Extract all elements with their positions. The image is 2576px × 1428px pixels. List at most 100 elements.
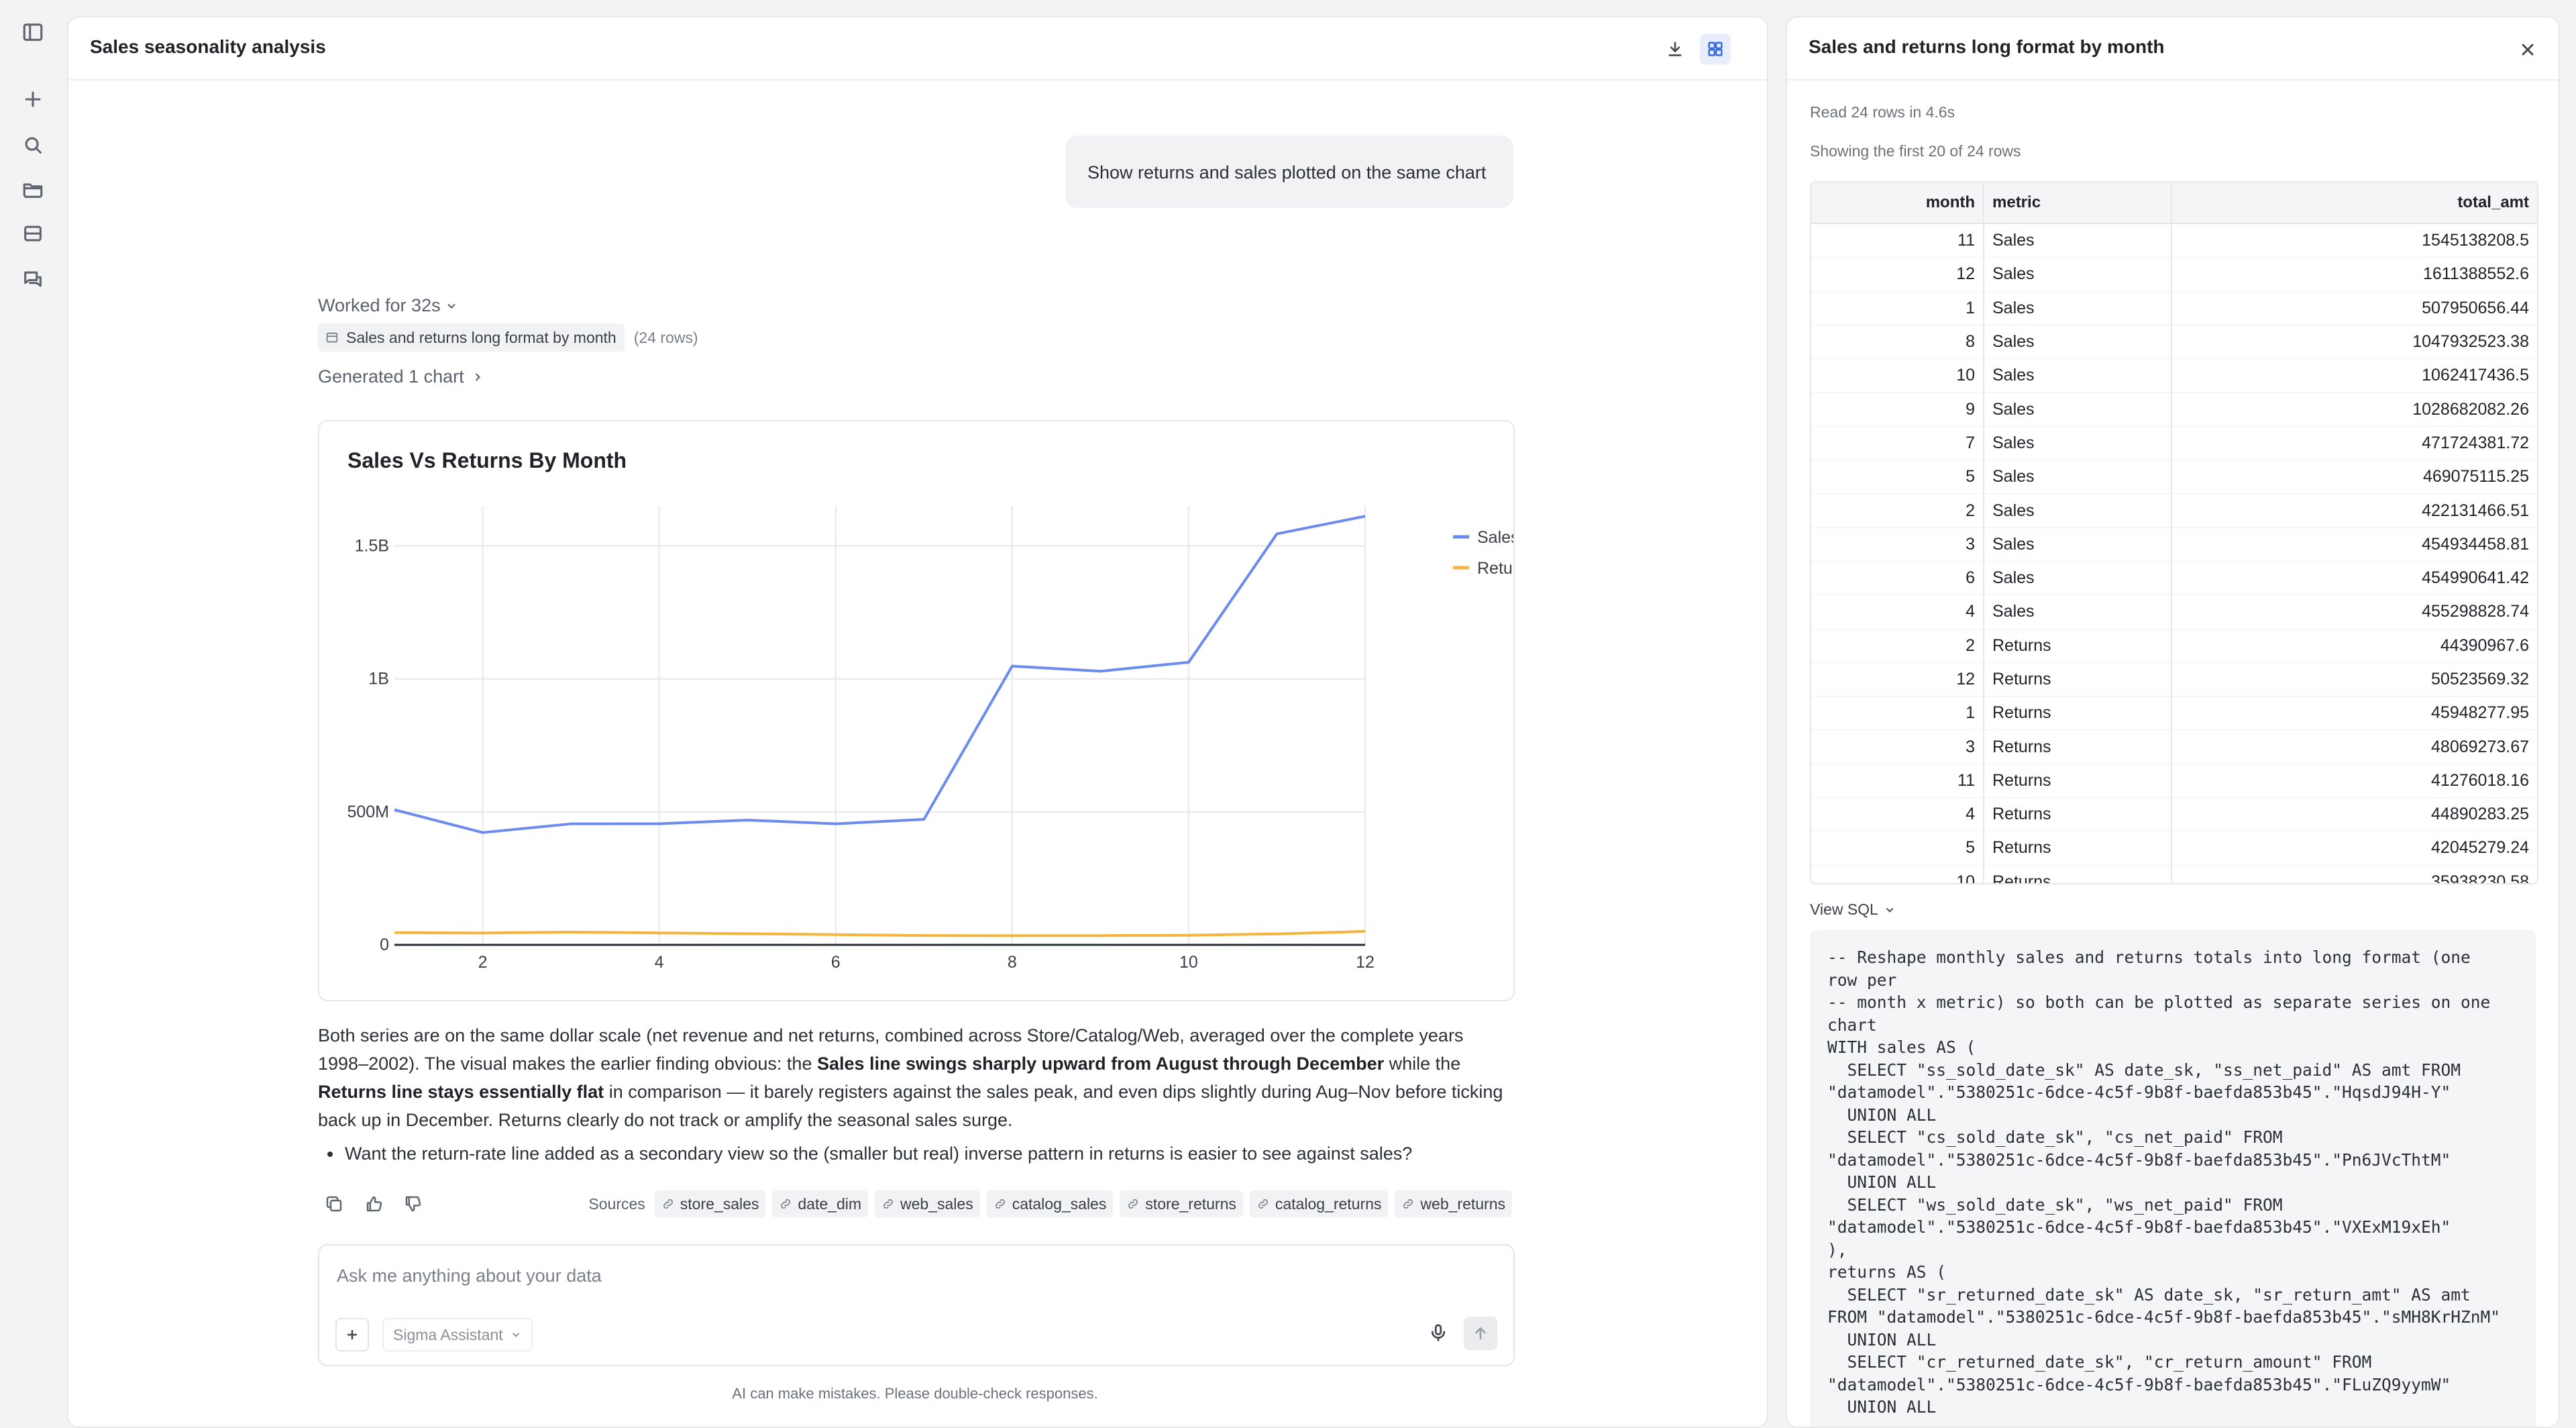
user-message: Show returns and sales plotted on the sa… [1065,136,1513,208]
table-row: 5 Sales 469075115.25 [1811,460,2537,495]
cell-month: 12 [1811,257,1984,292]
bullet-dot [327,1152,333,1157]
database-icon[interactable] [19,220,46,247]
cell-total-amt: 454990641.42 [2171,561,2537,596]
disclaimer: AI can make mistakes. Please double-chec… [732,1385,1098,1402]
cell-month: 9 [1811,392,1984,427]
cell-metric: Sales [1984,460,2172,495]
column-header-month[interactable]: month [1811,183,1984,224]
cell-month: 3 [1811,527,1984,562]
view-sql-label: View SQL [1810,901,1878,918]
y-tick-label: 0 [380,935,389,954]
cell-month: 10 [1811,358,1984,393]
cell-total-amt: 455298828.74 [2171,595,2537,629]
column-header-metric[interactable]: metric [1984,183,2172,224]
table-row: 2 Returns 44390967.6 [1811,629,2537,663]
assistant-select-label: Sigma Assistant [393,1325,503,1343]
table-row: 10 Returns 35938230.58 [1811,865,2537,883]
close-button[interactable] [2514,36,2541,63]
cell-metric: Sales [1984,392,2172,427]
series-line-sales [394,515,1366,834]
arrow-up-icon [1475,1327,1486,1339]
sidebar-toggle-icon[interactable] [19,19,46,46]
grid-view-button[interactable] [1700,34,1731,64]
source-chip-label: date_dim [798,1194,862,1213]
cell-total-amt: 41276018.16 [2171,764,2537,799]
mic-button[interactable] [1425,1319,1452,1346]
cell-month: 5 [1811,460,1984,495]
cell-total-amt: 422131466.51 [2171,493,2537,528]
answer-bullet-text: Want the return-rate line added as a sec… [345,1143,1413,1164]
answer-text-3: in comparison — it barely registers agai… [318,1082,1503,1130]
close-icon [2522,44,2534,56]
microphone-icon [1431,1324,1446,1341]
legend-label: Returns [1477,559,1513,578]
answer-text-1: Both series are on the same dollar scale… [318,1025,1464,1074]
link-icon [1258,1199,1268,1209]
chat-input[interactable]: Ask me anything about your data [337,1266,602,1286]
icon-rail [0,0,66,1405]
cell-total-amt: 44890283.25 [2171,797,2537,832]
source-chip-label: web_returns [1420,1194,1505,1213]
cell-total-amt: 454934458.81 [2171,527,2537,562]
plus-icon[interactable] [19,86,46,113]
table-row: 12 Returns 50523569.32 [1811,662,2537,697]
cell-metric: Sales [1984,595,2172,629]
cell-total-amt: 1062417436.5 [2171,358,2537,393]
cell-month: 3 [1811,729,1984,764]
cell-metric: Sales [1984,426,2172,461]
thumbs-down-button[interactable] [401,1192,425,1216]
x-tick-label: 8 [1008,953,1017,972]
source-chip-date-dim[interactable]: date_dim [772,1190,869,1217]
composer: Ask me anything about your data Sigma As… [318,1244,1515,1366]
thumbs-down-icon [405,1196,421,1212]
assistant-select[interactable]: Sigma Assistant [382,1318,533,1352]
source-chip-web-sales[interactable]: web_sales [875,1190,980,1217]
cell-month: 4 [1811,595,1984,629]
table-row: 8 Sales 1047932523.38 [1811,325,2537,360]
dataset-chip[interactable]: Sales and returns long format by month [318,323,625,352]
cell-total-amt: 1545138208.5 [2171,223,2537,258]
sql-code-block: -- Reshape monthly sales and returns tot… [1810,930,2536,1427]
cell-month: 2 [1811,629,1984,663]
cell-month: 6 [1811,561,1984,596]
cell-total-amt: 48069273.67 [2171,729,2537,764]
cell-month: 11 [1811,764,1984,799]
download-button[interactable] [1660,34,1690,64]
chat-icon[interactable] [19,266,46,293]
worked-toggle[interactable]: Worked for 32s [318,295,458,316]
search-icon[interactable] [19,132,46,158]
cell-metric: Sales [1984,291,2172,325]
source-chip-label: store_returns [1145,1194,1236,1213]
cell-metric: Returns [1984,696,2172,731]
view-sql-toggle[interactable]: View SQL [1810,901,1896,919]
answer-bullet: Want the return-rate line added as a sec… [318,1139,1515,1168]
sources-label: Sources [588,1194,645,1213]
cell-metric: Returns [1984,865,2172,883]
sql-code: -- Reshape monthly sales and returns tot… [1827,948,2501,1417]
generated-toggle[interactable]: Generated 1 chart [318,366,484,387]
link-icon [663,1199,673,1209]
cell-metric: Returns [1984,797,2172,832]
source-chip-catalog-sales[interactable]: catalog_sales [986,1190,1114,1217]
thumbs-up-button[interactable] [362,1192,386,1216]
table-row: 12 Sales 1611388552.6 [1811,257,2537,292]
x-tick-label: 6 [831,953,841,972]
attach-button[interactable] [335,1318,369,1352]
table-row: 9 Sales 1028682082.26 [1811,392,2537,427]
copy-button[interactable] [322,1192,346,1216]
cell-total-amt: 469075115.25 [2171,460,2537,495]
source-chip-web-returns[interactable]: web_returns [1395,1190,1512,1217]
line-chart: 2 4 6 8 10 12 0 500M 1B 1.5B Sales Returns [347,506,1513,972]
chart-title: Sales Vs Returns By Month [347,448,627,472]
folder-icon[interactable] [19,176,46,203]
cell-month: 1 [1811,696,1984,731]
table-row: 7 Sales 471724381.72 [1811,426,2537,461]
source-chip-store-sales[interactable]: store_sales [654,1190,766,1217]
source-chip-store-returns[interactable]: store_returns [1120,1190,1243,1217]
table-row: 10 Sales 1062417436.5 [1811,358,2537,393]
send-button[interactable] [1464,1317,1497,1350]
table-row: 11 Sales 1545138208.5 [1811,223,2537,258]
column-header-total-amt[interactable]: total_amt [2171,183,2537,224]
source-chip-catalog-returns[interactable]: catalog_returns [1249,1190,1389,1217]
